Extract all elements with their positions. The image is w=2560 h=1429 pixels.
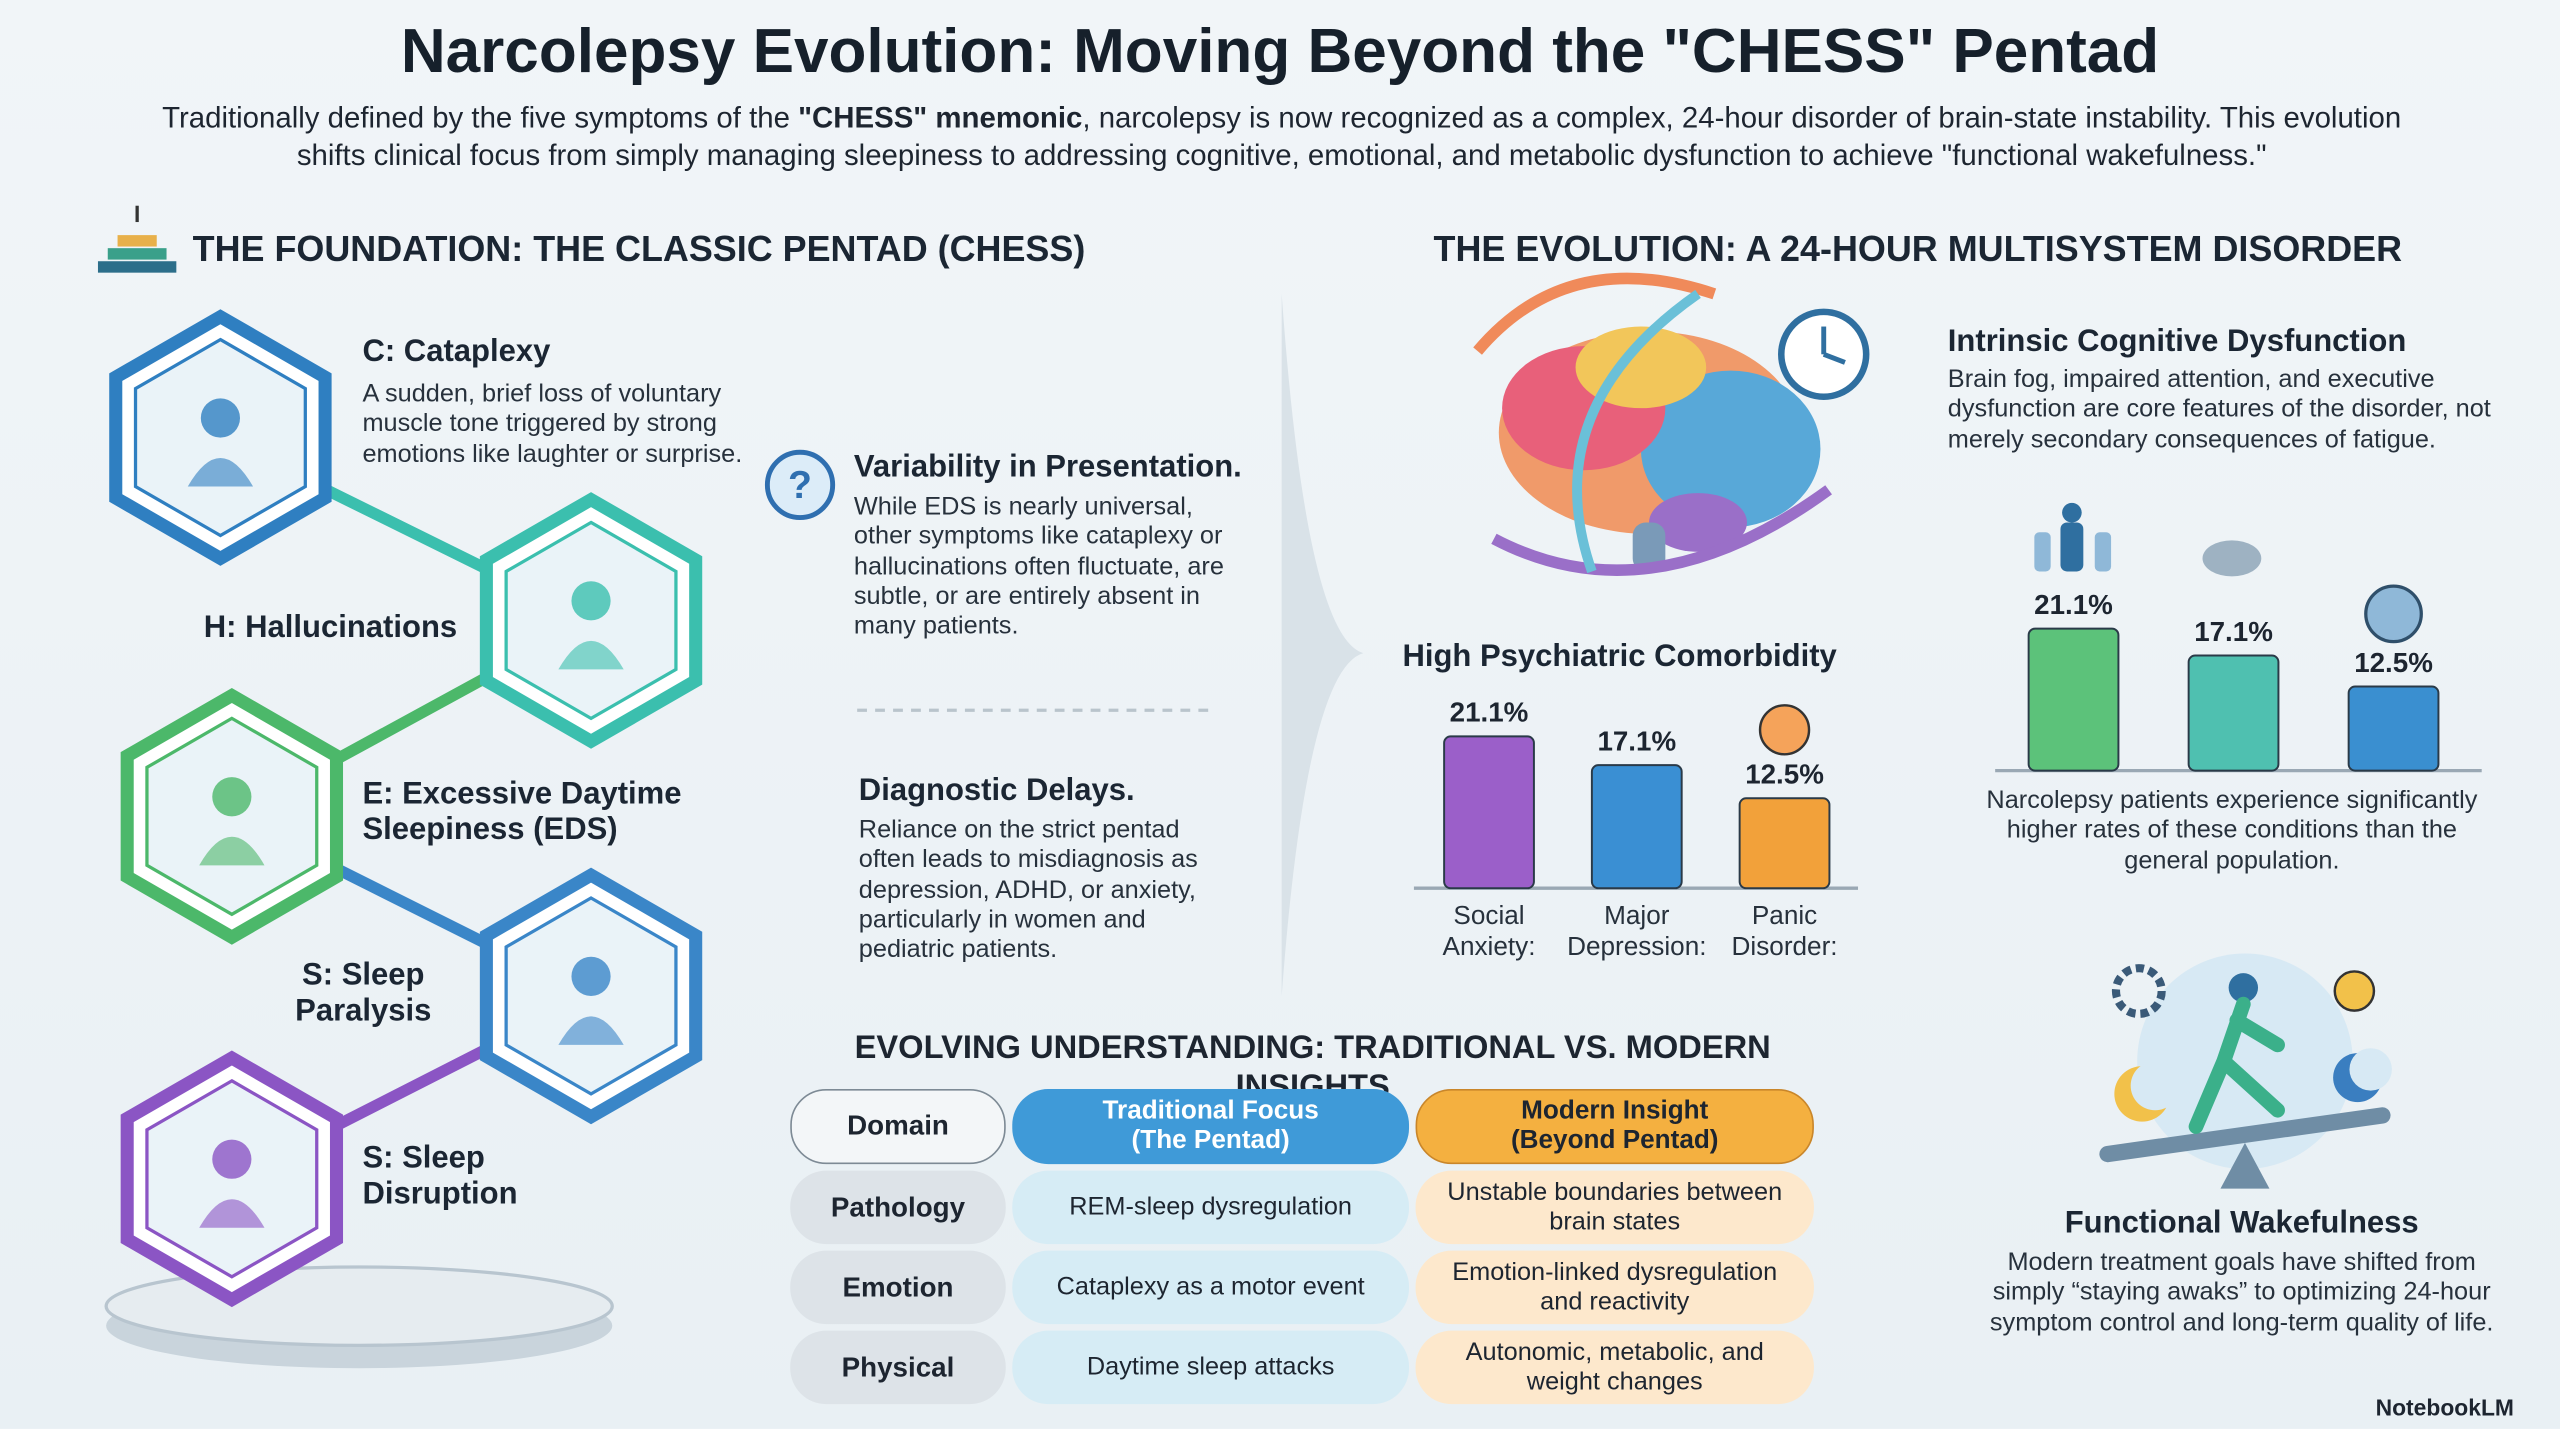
subtitle: Traditionally defined by the five sympto… bbox=[147, 100, 2416, 173]
bar bbox=[1590, 764, 1683, 890]
section-heading: THE FOUNDATION: THE CLASSIC PENTAD (CHES… bbox=[192, 228, 1086, 270]
bar bbox=[1738, 797, 1831, 890]
title: Narcolepsy Evolution: Moving Beyond the … bbox=[400, 17, 2160, 87]
symptom-label: C: Cataplexy bbox=[362, 334, 551, 369]
value-label: 21.1% bbox=[1450, 697, 1529, 728]
symptom-icon bbox=[187, 457, 254, 487]
table-cell: Autonomic, metabolic, and weight changes bbox=[1415, 1330, 1814, 1405]
symptom-icon bbox=[558, 640, 624, 670]
cognitive-title: Intrinsic Cognitive Dysfunction bbox=[1947, 324, 2407, 360]
section-heading: THE EVOLUTION: A 24-HOUR MULTISYSTEM DIS… bbox=[1433, 228, 2403, 270]
value-label: 17.1% bbox=[2194, 616, 2273, 647]
category-label: Major Depression: bbox=[1567, 902, 1707, 962]
note-title: Variability in Presentation. bbox=[853, 450, 1242, 485]
bar bbox=[2187, 654, 2280, 772]
table-cell: Emotion-linked dysregulation and reactiv… bbox=[1415, 1250, 1814, 1325]
value-label: 12.5% bbox=[2354, 647, 2433, 678]
symptom-icon bbox=[571, 581, 611, 621]
brand: NotebookLM bbox=[2375, 1394, 2514, 1421]
table-cell: Pathology bbox=[790, 1170, 1006, 1245]
symptom-icon bbox=[558, 1016, 624, 1045]
subtitle-bold: "CHESS" mnemonic bbox=[798, 101, 1083, 134]
wakefulness-text: Modern treatment goals have shifted from… bbox=[1989, 1249, 2494, 1337]
table-cell: Daytime sleep attacks bbox=[1012, 1330, 1410, 1405]
table-header: Domain bbox=[790, 1089, 1006, 1165]
table-cell: Unstable boundaries between brain states bbox=[1415, 1170, 1814, 1245]
svg-text:?: ? bbox=[788, 464, 812, 507]
symptom-label: E: Excessive Daytime Sleepiness (EDS) bbox=[362, 777, 682, 849]
symptom-label: S: Sleep Disruption bbox=[362, 1141, 518, 1213]
symptom-icon bbox=[212, 1139, 252, 1179]
table-cell: REM-sleep dysregulation bbox=[1012, 1170, 1410, 1245]
symptom-label: S: Sleep Paralysis bbox=[295, 958, 432, 1030]
table-cell: Physical bbox=[790, 1330, 1006, 1405]
chart-caption: Narcolepsy patients experience significa… bbox=[1986, 786, 2478, 875]
wakefulness-illustration bbox=[2099, 953, 2392, 1189]
symptom-icon bbox=[571, 956, 611, 996]
wakefulness-title: Functional Wakefulness bbox=[2064, 1206, 2419, 1241]
symptom-label: H: Hallucinations bbox=[203, 610, 458, 645]
stack-icon bbox=[97, 205, 177, 273]
table-cell: Cataplexy as a motor event bbox=[1012, 1250, 1410, 1325]
symptom-icon bbox=[212, 777, 252, 817]
bar bbox=[1443, 735, 1535, 890]
pedestal-top bbox=[104, 1265, 614, 1347]
note-title: Diagnostic Delays. bbox=[858, 773, 1135, 809]
subtitle-text: Traditionally defined by the five sympto… bbox=[162, 101, 799, 134]
note-text: Reliance on the strict pentad often lead… bbox=[858, 816, 1198, 964]
subtitle-text: , narcolepsy is now recognized as a comp… bbox=[296, 101, 2402, 171]
value-label: 21.1% bbox=[2034, 589, 2113, 620]
symptom-icon bbox=[199, 836, 265, 866]
symptom-icon bbox=[199, 1199, 265, 1228]
category-label: Panic Disorder: bbox=[1731, 902, 1838, 962]
cognitive-text: Brain fog, impaired attention, and execu… bbox=[1947, 365, 2491, 454]
brain-illustration bbox=[1473, 272, 1870, 576]
value-label: 17.1% bbox=[1597, 725, 1676, 756]
divider-chevron bbox=[1281, 293, 1364, 996]
symptom-description: A sudden, brief loss of voluntary muscle… bbox=[362, 380, 743, 468]
hexagon-inner bbox=[133, 337, 307, 538]
table-header: Traditional Focus (The Pentad) bbox=[1012, 1089, 1410, 1165]
table-header: Modern Insight (Beyond Pentad) bbox=[1415, 1089, 1814, 1165]
table-cell: Emotion bbox=[790, 1250, 1006, 1325]
bar bbox=[2347, 685, 2440, 772]
population-icons bbox=[2034, 502, 2423, 644]
hexagon-inner bbox=[145, 716, 319, 917]
category-label: Social Anxiety: bbox=[1442, 902, 1536, 962]
note-text: While EDS is nearly universal, other sym… bbox=[853, 493, 1224, 641]
chart-title: High Psychiatric Comorbidity bbox=[1402, 640, 1837, 675]
panic-icon bbox=[1758, 704, 1811, 756]
value-label: 12.5% bbox=[1745, 759, 1824, 790]
question-icon: ? bbox=[764, 449, 836, 521]
symptom-icon bbox=[200, 398, 241, 438]
bar bbox=[2027, 627, 2120, 772]
